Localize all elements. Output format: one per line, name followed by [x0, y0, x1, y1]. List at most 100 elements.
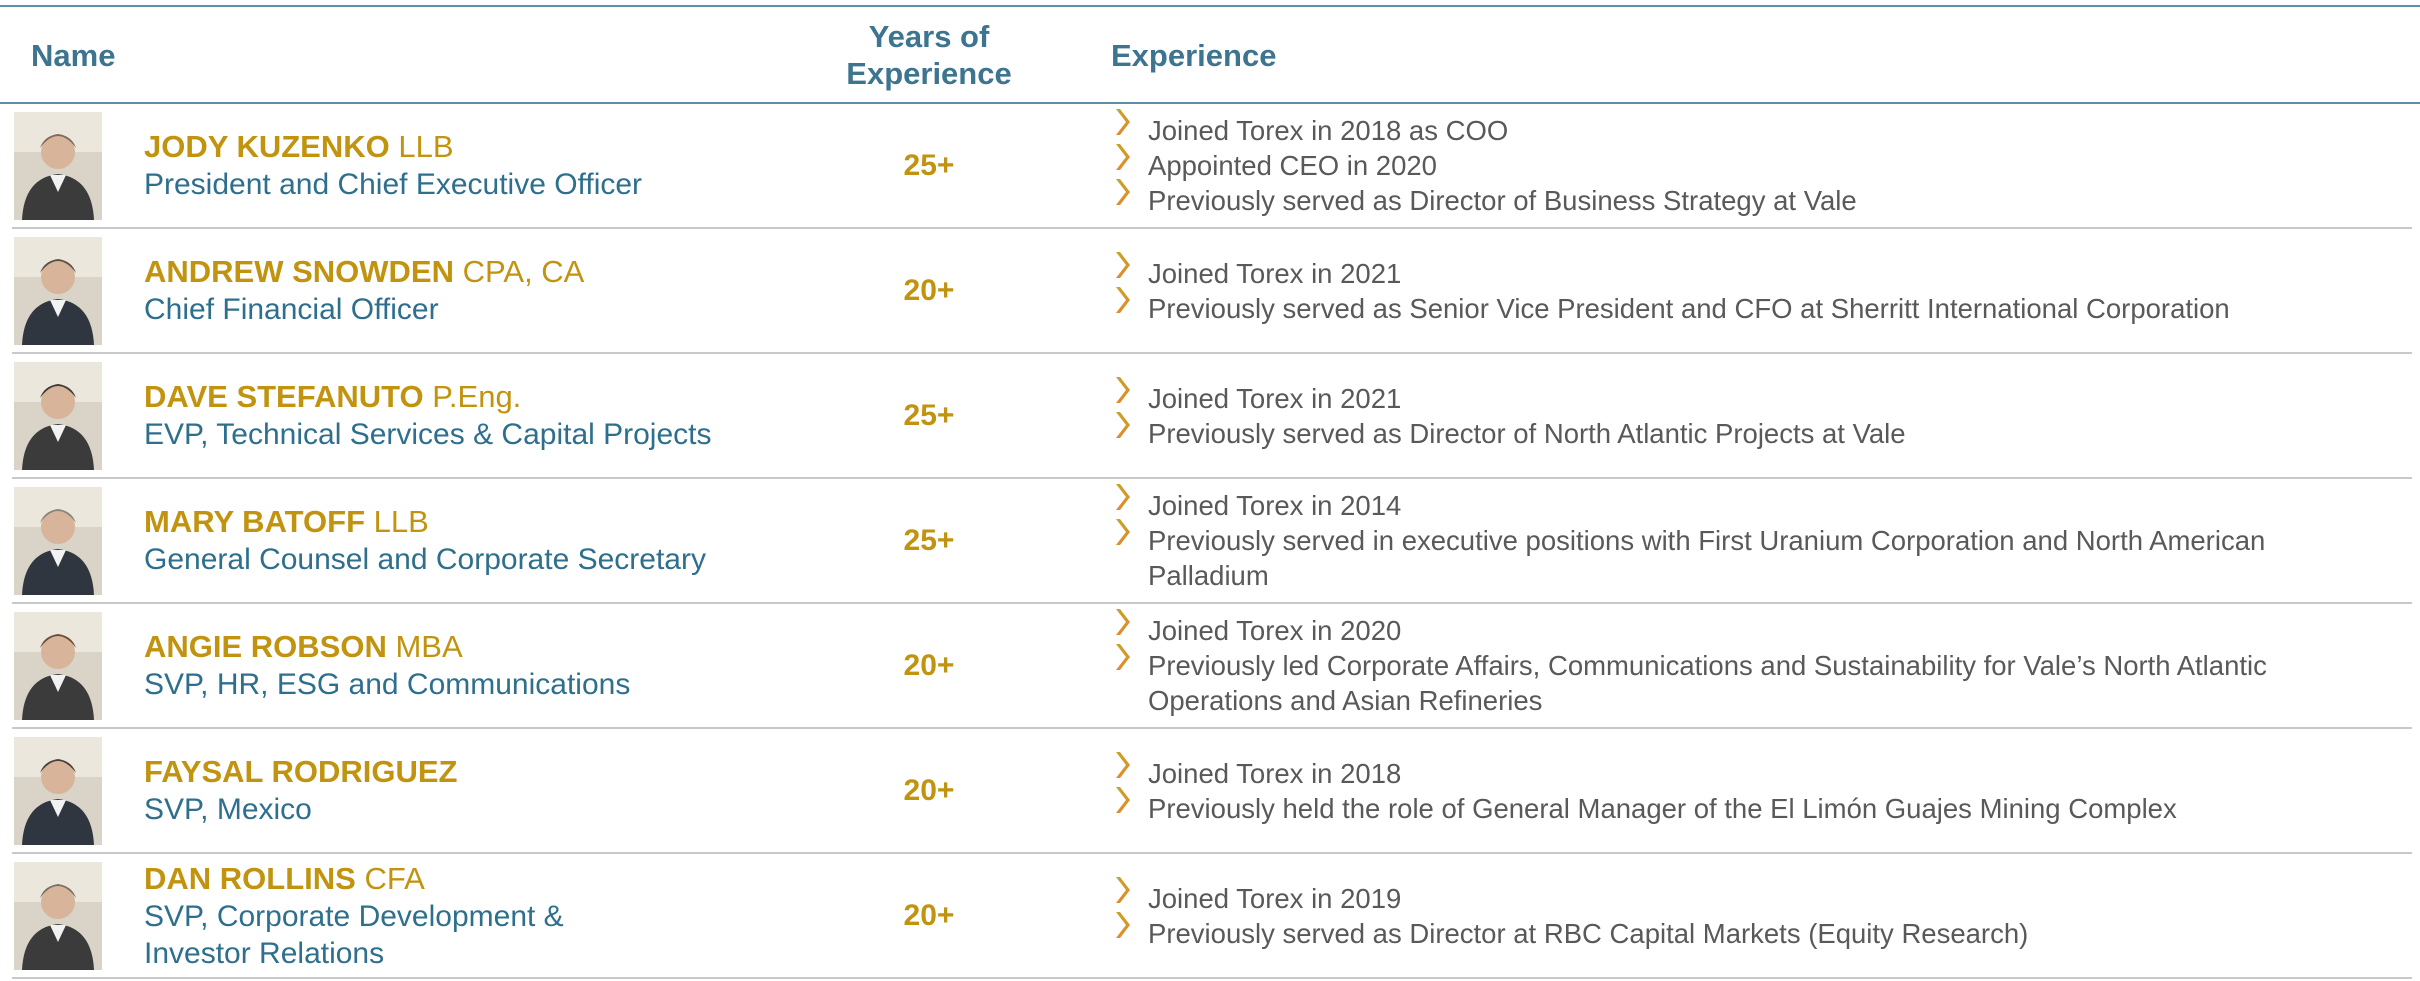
experience-item: Previously led Corporate Affairs, Commun… — [1112, 644, 2368, 718]
portrait — [14, 862, 102, 970]
experience-item: Joined Torex in 2020 — [1112, 609, 2368, 648]
experience-text: Previously served as Director of Busines… — [1148, 185, 1857, 216]
photo — [14, 237, 102, 345]
portrait — [14, 112, 102, 220]
experience-item: Joined Torex in 2021 — [1112, 251, 2368, 291]
photo — [14, 362, 102, 470]
person-title: SVP, Corporate Development & — [144, 899, 564, 933]
photo — [14, 112, 102, 220]
experience-item: Joined Torex in 2021 — [1112, 376, 2368, 416]
experience-text: Previously served as Director at RBC Cap… — [1148, 917, 2029, 949]
chevron — [1116, 286, 1130, 313]
portrait — [14, 237, 102, 345]
experience-text: Previously held the role of General Mana… — [1148, 792, 2177, 824]
person-name: ANGIE ROBSON — [144, 629, 387, 664]
experience-text: Joined Torex in 2019 — [1148, 882, 1402, 914]
portrait — [14, 612, 102, 720]
person-name: FAYSAL RODRIGUEZ — [144, 754, 458, 789]
chevron — [1116, 519, 1130, 545]
person-row: DAVE STEFANUTO P.Eng. EVP, Technical Serv… — [12, 354, 2412, 479]
person-title: EVP, Technical Services & Capital Projec… — [144, 418, 712, 451]
experience-item: Joined Torex in 2018 — [1112, 751, 2368, 791]
experience-list: Joined Torex in 2018 as COO Appointed CEO… — [1112, 104, 2392, 227]
person-row: ANDREW SNOWDEN CPA, CA Chief Financial Of… — [12, 229, 2412, 354]
header-years: Years of Experience — [846, 19, 1012, 91]
credential: LLB — [373, 504, 429, 539]
person-title: SVP, Mexico — [144, 793, 312, 826]
experience-list: Joined Torex in 2020 Previously led Corpo… — [1112, 604, 2392, 727]
person-row: DAN ROLLINS CFA SVP, Corporate Developmen… — [12, 854, 2412, 979]
chevron — [1116, 411, 1130, 438]
header-experience: Experience — [1111, 38, 1277, 73]
experience-item: Joined Torex in 2018 as COO — [1112, 109, 2368, 148]
experience-list: Joined Torex in 2019 Previously served as… — [1112, 854, 2392, 977]
portrait — [14, 487, 102, 595]
person-title: General Counsel and Corporate Secretary — [144, 543, 706, 576]
person-row: ANGIE ROBSON MBA SVP, HR, ESG and Communi… — [12, 604, 2412, 729]
experience-list: Joined Torex in 2021 Previously served as… — [1112, 354, 2392, 477]
credential: CFA — [364, 860, 425, 896]
chevron — [1116, 786, 1130, 813]
experience-text: Previously served as Director of North A… — [1148, 417, 1906, 449]
chevron — [1116, 876, 1130, 903]
experience-text: Previously led Corporate Affairs, Commun… — [1148, 650, 2267, 716]
portrait — [14, 362, 102, 470]
photo — [14, 612, 102, 720]
credential: CPA, CA — [462, 254, 585, 289]
years: 20+ — [903, 648, 955, 682]
person-title: Chief Financial Officer — [144, 293, 439, 326]
header-name: Name — [31, 38, 116, 73]
person: MARY BATOFF LLB General Counsel and Corpo… — [144, 479, 864, 602]
experience-list: Joined Torex in 2021 Previously served as… — [1112, 229, 2392, 352]
experience-item: Previously served as Director at RBC Cap… — [1112, 911, 2368, 951]
person-title: Investor Relations — [144, 936, 385, 970]
name-line: MARY BATOFF LLB — [144, 503, 864, 541]
experience-text: Joined Torex in 2021 — [1148, 382, 1402, 414]
experience-item: Previously served as Director of Busines… — [1112, 179, 2368, 218]
chevron — [1116, 376, 1130, 403]
name-line: ANDREW SNOWDEN CPA, CA — [144, 253, 864, 291]
years: 20+ — [903, 773, 955, 807]
chevron — [1116, 144, 1130, 170]
chevron — [1116, 644, 1130, 670]
chevron — [1116, 109, 1130, 135]
experience-item: Previously served in executive positions… — [1112, 519, 2368, 593]
experience-item: Joined Torex in 2014 — [1112, 484, 2368, 523]
experience-item: Joined Torex in 2019 — [1112, 876, 2368, 916]
person-name: ANDREW SNOWDEN — [144, 254, 454, 289]
name-line: DAN ROLLINS CFA — [144, 860, 864, 898]
top-rule — [0, 5, 2420, 7]
photo — [14, 862, 102, 970]
experience-text: Joined Torex in 2021 — [1148, 257, 1402, 289]
experience-item: Previously served as Director of North A… — [1112, 411, 2368, 451]
experience-list: Joined Torex in 2014 Previously served in… — [1112, 479, 2392, 602]
experience-text: Joined Torex in 2018 as COO — [1148, 115, 1509, 146]
person: DAN ROLLINS CFA SVP, Corporate Developmen… — [144, 854, 864, 977]
experience-item: Appointed CEO in 2020 — [1112, 144, 2368, 183]
name-line: JODY KUZENKO LLB — [144, 128, 864, 166]
experience-list: Joined Torex in 2018 Previously held the … — [1112, 729, 2392, 852]
person: ANGIE ROBSON MBA SVP, HR, ESG and Communi… — [144, 604, 864, 727]
person-name: DAVE STEFANUTO — [144, 379, 424, 414]
person-name: JODY KUZENKO — [144, 129, 390, 164]
photo — [14, 487, 102, 595]
years: 25+ — [903, 523, 955, 557]
experience-item: Previously served as Senior Vice Preside… — [1112, 286, 2368, 326]
person: DAVE STEFANUTO P.Eng. EVP, Technical Serv… — [144, 354, 864, 477]
credential: LLB — [398, 129, 454, 164]
person-title: SVP, HR, ESG and Communications — [144, 668, 631, 701]
photo — [14, 737, 102, 845]
person-title: President and Chief Executive Officer — [144, 168, 643, 201]
years: 25+ — [903, 148, 955, 182]
person: ANDREW SNOWDEN CPA, CA Chief Financial Of… — [144, 229, 864, 352]
credential: MBA — [395, 629, 463, 664]
person-row: MARY BATOFF LLB General Counsel and Corpo… — [12, 479, 2412, 604]
name-line: ANGIE ROBSON MBA — [144, 628, 864, 666]
chevron — [1116, 179, 1130, 205]
experience-text: Appointed CEO in 2020 — [1148, 150, 1437, 181]
name-line: DAVE STEFANUTO P.Eng. — [144, 378, 864, 416]
name-line: FAYSAL RODRIGUEZ — [144, 753, 864, 791]
person-name: DAN ROLLINS — [144, 860, 356, 896]
chevron — [1116, 251, 1130, 278]
chevron — [1116, 484, 1130, 510]
